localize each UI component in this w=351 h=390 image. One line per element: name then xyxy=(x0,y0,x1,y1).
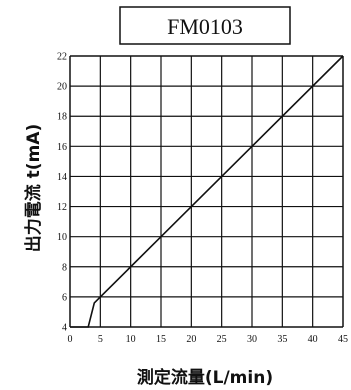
x-tick-label: 10 xyxy=(126,334,136,345)
y-tick-label: 8 xyxy=(62,262,67,273)
y-tick-label: 4 xyxy=(62,323,67,334)
y-tick-label: 20 xyxy=(57,82,67,93)
x-tick-label: 25 xyxy=(217,334,227,345)
y-tick-label: 6 xyxy=(62,292,67,303)
y-tick-labels: 4 6 8 10 12 14 16 18 20 22 xyxy=(57,52,67,334)
y-tick-label: 18 xyxy=(57,112,67,123)
x-tick-label: 30 xyxy=(247,334,257,345)
x-tick-label: 35 xyxy=(277,334,287,345)
series-layer xyxy=(70,55,344,328)
y-tick-label: 12 xyxy=(57,202,67,213)
x-tick-label: 45 xyxy=(338,334,348,345)
title-box xyxy=(119,6,291,45)
y-tick-label: 10 xyxy=(57,232,67,243)
x-tick-label: 40 xyxy=(308,334,318,345)
x-tick-label: 15 xyxy=(156,334,166,345)
x-tick-label: 5 xyxy=(98,334,103,345)
y-tick-label: 22 xyxy=(57,52,67,63)
grid xyxy=(69,55,344,328)
x-tick-label: 20 xyxy=(186,334,196,345)
x-axis-label: 測定流量(L/min) xyxy=(137,367,273,388)
output-current-line xyxy=(70,55,344,328)
x-tick-label: 0 xyxy=(68,334,73,345)
chart-title: FM0103 xyxy=(167,14,243,39)
y-tick-label: 16 xyxy=(57,142,67,153)
x-tick-labels: 0 5 10 15 20 25 30 35 40 45 xyxy=(68,334,349,345)
y-axis-label: 出力電流 t(mA) xyxy=(23,124,44,252)
y-tick-label: 14 xyxy=(57,172,67,183)
